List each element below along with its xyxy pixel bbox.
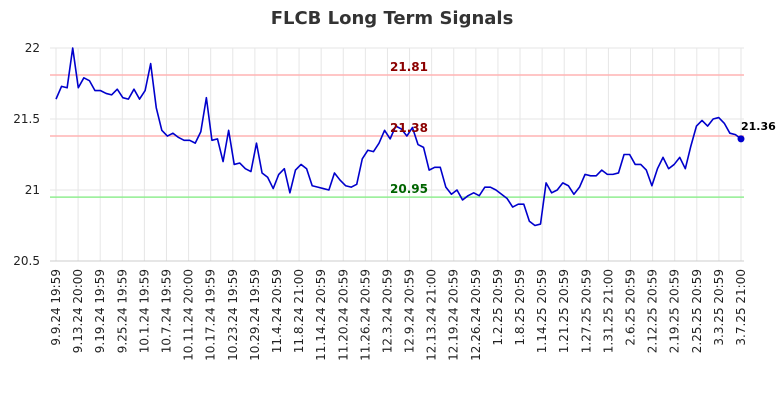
x-tick-label: 9.25.24 19:59	[115, 269, 129, 353]
x-tick-label: 12.19.24 20:59	[447, 269, 461, 361]
x-tick-label: 12.26.24 20:59	[469, 269, 483, 361]
x-tick-label: 11.14.24 20:59	[314, 269, 328, 361]
x-tick-label: 11.8.24 21:00	[292, 269, 306, 353]
x-tick-label: 1.31.25 21:00	[601, 269, 615, 353]
x-tick-label: 10.1.24 19:59	[137, 269, 151, 353]
x-tick-label: 12.9.24 20:59	[403, 269, 417, 353]
x-tick-label: 9.13.24 20:00	[71, 269, 85, 353]
x-tick-label: 2.6.25 20:59	[624, 269, 638, 346]
x-tick-label: 10.29.24 19:59	[248, 269, 262, 361]
x-tick-label: 10.23.24 19:59	[226, 269, 240, 361]
reference-line-label: 20.95	[390, 182, 428, 196]
x-tick-label: 11.20.24 20:59	[336, 269, 350, 361]
x-tick-label: 1.14.25 20:59	[535, 269, 549, 353]
x-tick-label: 10.17.24 19:59	[204, 269, 218, 361]
x-tick-label: 1.8.25 20:59	[513, 269, 527, 346]
x-tick-label: 10.11.24 20:00	[182, 269, 196, 361]
y-tick-label: 21.5	[13, 112, 40, 126]
reference-line-label: 21.81	[390, 60, 428, 74]
last-point-marker	[737, 135, 745, 143]
x-tick-label: 9.9.24 19:59	[49, 269, 63, 346]
x-tick-label: 1.27.25 20:59	[579, 269, 593, 353]
x-tick-label: 1.2.25 20:59	[491, 269, 505, 346]
reference-line-label: 21.38	[390, 121, 428, 135]
x-tick-label: 11.4.24 20:59	[270, 269, 284, 353]
x-tick-label: 11.26.24 20:59	[358, 269, 372, 361]
y-tick-label: 22	[25, 41, 40, 55]
x-tick-label: 10.7.24 19:59	[159, 269, 173, 353]
y-tick-label: 20.5	[13, 254, 40, 268]
x-tick-label: 1.21.25 20:59	[557, 269, 571, 353]
y-tick-label: 21	[25, 183, 40, 197]
x-tick-label: 12.3.24 20:59	[380, 269, 394, 353]
x-tick-label: 3.3.25 20:59	[712, 269, 726, 346]
x-tick-label: 12.13.24 21:00	[425, 269, 439, 361]
x-tick-label: 2.12.25 20:59	[646, 269, 660, 353]
last-value-label: 21.36	[741, 120, 776, 133]
chart-title: FLCB Long Term Signals	[270, 8, 514, 29]
x-tick-label: 2.25.25 20:59	[690, 269, 704, 353]
x-tick-label: 2.19.25 20:59	[668, 269, 682, 353]
x-tick-label: 9.19.24 19:59	[93, 269, 107, 353]
series-line	[55, 47, 742, 227]
x-tick-label: 3.7.25 21:00	[734, 269, 748, 346]
